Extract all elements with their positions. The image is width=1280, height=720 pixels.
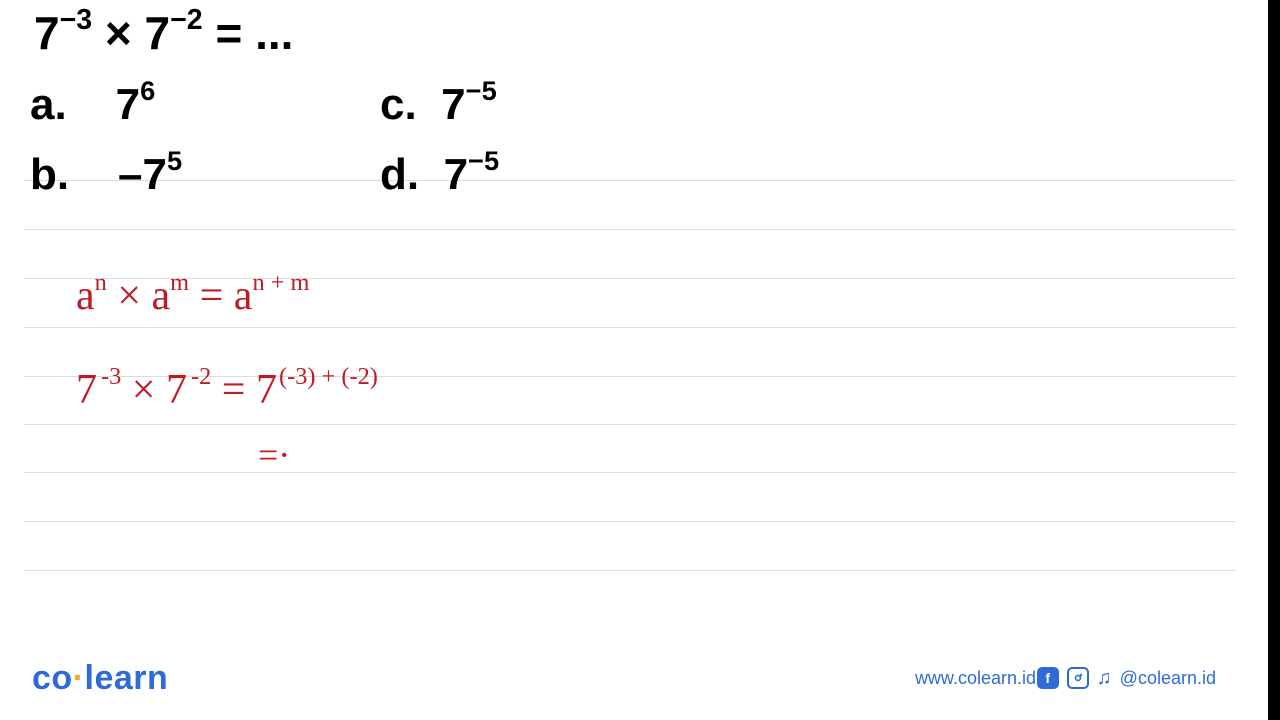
option-label: a.: [30, 80, 67, 129]
option-prefix: –: [118, 150, 142, 199]
ruled-line: [24, 472, 1236, 473]
facebook-icon: f: [1037, 667, 1059, 689]
hw-exp: -2: [191, 363, 211, 390]
content-area: 7−3 × 7−2 = ... a. 76 b. –75 c. 7−5 d.: [0, 0, 1246, 720]
option-label: c.: [380, 80, 417, 129]
option-exp: −5: [468, 145, 499, 176]
instagram-icon: [1067, 667, 1089, 689]
handwritten-rule: an × am = an + m: [76, 272, 310, 320]
option-base: 7: [444, 150, 468, 199]
option-exp: 5: [167, 145, 182, 176]
tiktok-icon: ♫: [1097, 667, 1112, 689]
hw-sup: n: [95, 269, 107, 296]
option-label: d.: [380, 150, 419, 199]
social-handle: @colearn.id: [1120, 668, 1216, 689]
hw-op: ×: [121, 367, 166, 413]
option-base: 7: [143, 150, 167, 199]
logo-co: co: [32, 659, 73, 697]
ruled-line: [24, 521, 1236, 522]
hw-exp: (-3) + (-2): [279, 363, 378, 390]
ruled-line: [24, 570, 1236, 571]
handwritten-step1: 7-3 × 7-2 = 7(-3) + (-2): [76, 366, 378, 414]
ruled-line: [510, 180, 1236, 181]
social-links: f ♫ @colearn.id: [1037, 667, 1216, 689]
ruled-line: [24, 229, 1236, 230]
ruled-line: [24, 327, 1236, 328]
hw-base: 7: [76, 367, 97, 413]
logo-learn: learn: [85, 659, 169, 697]
q-op: ×: [105, 7, 132, 59]
hw-base: 7: [256, 367, 277, 413]
hw-eq: =·: [258, 435, 290, 475]
q-exp1: −3: [60, 4, 93, 36]
brand-logo: co·learn: [32, 659, 168, 698]
hw-sup: m: [170, 269, 189, 296]
option-exp: 6: [140, 75, 155, 106]
hw-exp: -3: [101, 363, 121, 390]
question-expression: 7−3 × 7−2 = ...: [34, 10, 293, 56]
hw-text: = a: [189, 273, 252, 319]
side-stripe: [1268, 0, 1280, 720]
hw-sup: n + m: [252, 269, 309, 296]
option-c: c. 7−5: [380, 80, 497, 130]
option-label: b.: [30, 150, 69, 199]
q-exp2: −2: [170, 4, 203, 36]
option-d: d. 7−5: [380, 150, 499, 200]
q-base2: 7: [145, 7, 171, 59]
option-base: 7: [441, 80, 465, 129]
option-b: b. –75: [30, 150, 182, 200]
hw-text: × a: [107, 273, 170, 319]
option-base: 7: [116, 80, 140, 129]
website-url: www.colearn.id: [915, 668, 1036, 689]
option-exp: −5: [466, 75, 497, 106]
footer: co·learn www.colearn.id f ♫ @colearn.id: [0, 654, 1246, 702]
hw-eq: =: [211, 367, 256, 413]
hw-text: a: [76, 273, 95, 319]
q-eq: = ...: [215, 7, 293, 59]
option-a: a. 76: [30, 80, 155, 130]
handwritten-step2: =·: [258, 434, 290, 476]
q-base1: 7: [34, 7, 60, 59]
ruled-line: [24, 424, 1236, 425]
logo-dot: ·: [73, 659, 85, 697]
hw-base: 7: [166, 367, 187, 413]
